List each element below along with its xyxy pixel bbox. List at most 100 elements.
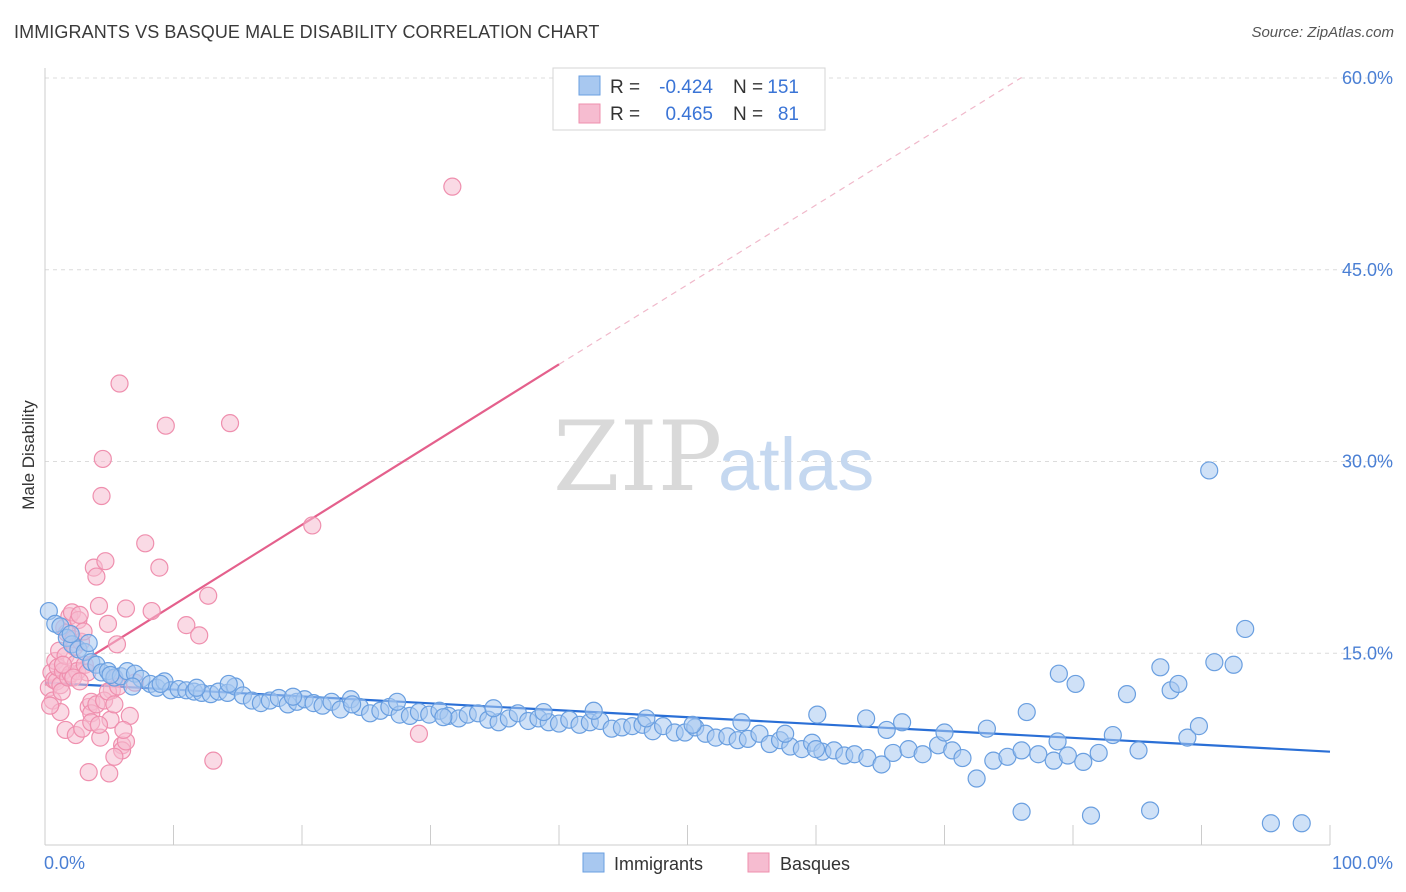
legend-basques-r-label: R =: [610, 104, 640, 125]
immigrants-point-140: [1189, 717, 1209, 736]
basques-point-42: [116, 599, 136, 618]
basques-point-73: [89, 715, 109, 734]
immigrants-point-143: [1236, 619, 1255, 639]
basques-point-39: [107, 635, 127, 654]
basques-point-76: [114, 720, 133, 740]
y-tick-label-3: 60.0%: [1342, 68, 1393, 88]
basques-point-49: [190, 626, 209, 645]
immigrants-point-129: [977, 719, 997, 738]
immigrants-point-120: [584, 701, 603, 720]
basques-point-75: [105, 747, 124, 766]
y-tick-label-2: 45.0%: [1342, 260, 1393, 280]
immigrants-point-141: [1205, 653, 1224, 672]
immigrants-point-127: [892, 713, 912, 732]
immigrants-point-136: [1151, 658, 1170, 677]
immigrants-point-138: [1169, 674, 1188, 694]
y-axis-label: Male Disability: [19, 400, 38, 510]
legend-swatch-basques: [578, 103, 601, 124]
bottom-legend-swatch-basques: [747, 852, 770, 873]
immigrants-point-114: [283, 687, 303, 706]
basques-point-54: [409, 724, 429, 743]
immigrants-point-132: [1066, 674, 1085, 694]
basques-point-67: [105, 695, 124, 714]
immigrants-point-106: [1089, 743, 1108, 763]
legend-immigrants-r-value: -0.424: [659, 77, 713, 98]
grid-lines: [45, 77, 1392, 654]
immigrants-point-134: [1117, 685, 1137, 704]
basques-point-53: [303, 516, 322, 535]
y-tick-labels: 15.0% 30.0% 45.0% 60.0%: [1342, 68, 1393, 663]
basques-point-33: [92, 486, 111, 506]
basques-point-32: [89, 596, 109, 616]
immigrants-point-135: [1129, 741, 1148, 760]
basques-point-51: [204, 751, 223, 770]
immigrants-point-142: [1224, 655, 1243, 674]
basques-point-34: [93, 449, 112, 469]
watermark-atlas: atlas: [718, 423, 874, 506]
basques-point-52: [220, 414, 240, 433]
immigrants-point-133: [1103, 725, 1122, 745]
legend-immigrants-r-label: R =: [610, 77, 640, 98]
immigrants-point-151: [806, 740, 826, 759]
immigrants-point-113: [219, 674, 238, 694]
immigrants-point-94: [913, 745, 932, 764]
y-tick-label-0: 15.0%: [1342, 643, 1393, 663]
basques-trend-extension: [558, 76, 1022, 365]
source-label: Source: ZipAtlas.com: [1251, 24, 1394, 41]
basques-trend-line: [44, 363, 560, 687]
immigrants-point-130: [1017, 702, 1036, 722]
basques-point-36: [98, 614, 118, 633]
immigrants-point-123: [732, 713, 751, 732]
immigrants-point-102: [1029, 745, 1048, 764]
watermark-zip: ZIP: [553, 401, 722, 513]
basques-point-40: [110, 374, 129, 393]
legend-immigrants-n-value: 151: [767, 77, 799, 98]
legend-immigrants-n-label: N =: [733, 77, 763, 98]
immigrants-point-128: [935, 723, 954, 742]
legend-basques-n-label: N =: [733, 104, 763, 125]
basques-point-60: [79, 763, 98, 782]
immigrants-point-119: [534, 702, 553, 722]
basques-point-78: [53, 655, 73, 674]
immigrants-point-104: [1058, 746, 1077, 765]
immigrants-point-146: [1081, 806, 1101, 825]
immigrants-point-121: [637, 709, 656, 728]
immigrants-point-152: [877, 720, 896, 740]
basques-point-35: [96, 552, 115, 571]
immigrants-point-131: [1049, 664, 1068, 683]
bottom-legend-swatch-immigrants: [582, 852, 605, 873]
basques-point-55: [443, 177, 462, 196]
basques-point-74: [100, 764, 119, 783]
immigrants-point-144: [1012, 802, 1031, 821]
immigrants-point-117: [434, 708, 453, 727]
basques-point-47: [156, 416, 175, 435]
chart-title: IMMIGRANTS VS BASQUE MALE DISABILITY COR…: [14, 22, 600, 42]
immigrants-points: [39, 461, 1311, 833]
axes: [44, 68, 1331, 846]
bottom-legend: Immigrants Basques: [582, 852, 850, 874]
x-tick-label-0: 0.0%: [44, 853, 85, 873]
legend-box: R = -0.424 N = 151 R = 0.465 N = 81: [552, 67, 826, 131]
legend-basques-r-value: 0.465: [665, 104, 713, 125]
legend-swatch-immigrants: [578, 75, 601, 96]
immigrants-point-145: [1048, 732, 1067, 751]
immigrants-point-109: [101, 665, 120, 685]
x-tick-label-1: 100.0%: [1332, 853, 1393, 873]
immigrants-point-125: [808, 705, 827, 724]
immigrants-point-112: [187, 678, 206, 697]
y-tick-label-1: 30.0%: [1342, 452, 1393, 472]
immigrants-point-108: [79, 633, 98, 653]
immigrants-point-124: [776, 724, 795, 743]
basques-point-50: [199, 586, 218, 605]
immigrants-point-101: [1012, 741, 1031, 760]
watermark: ZIP atlas: [553, 401, 874, 513]
immigrants-point-116: [387, 692, 407, 711]
immigrants-point-148: [1200, 461, 1219, 480]
immigrants-point-111: [151, 674, 170, 694]
basques-point-45: [142, 601, 161, 621]
immigrants-point-147: [1140, 801, 1160, 820]
x-tick-labels: 0.0% 100.0%: [44, 853, 1393, 873]
immigrants-point-105: [1074, 752, 1093, 772]
immigrants-point-122: [683, 715, 702, 734]
